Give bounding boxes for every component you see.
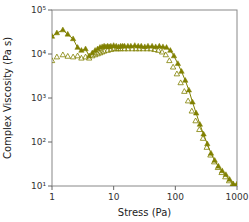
data-point	[174, 71, 179, 76]
data-point	[190, 99, 195, 104]
data-point	[185, 98, 190, 103]
data-point	[212, 159, 217, 164]
y-tick	[48, 98, 52, 99]
data-point	[83, 46, 88, 51]
data-point	[230, 181, 235, 186]
y-tick	[48, 54, 52, 55]
data-point	[208, 152, 213, 157]
data-point	[164, 45, 169, 50]
y-tick	[48, 186, 52, 187]
y-axis-label: Complex Viscosity (Pa s)	[2, 37, 13, 159]
y-tick-label: 10²	[31, 137, 46, 147]
data-point	[156, 48, 161, 53]
data-point	[219, 170, 224, 175]
data-point	[223, 174, 228, 179]
data-point	[54, 54, 59, 59]
x-tick	[52, 186, 53, 190]
data-point	[54, 30, 59, 35]
data-point	[60, 27, 65, 32]
data-point	[178, 80, 183, 85]
series-line	[52, 30, 237, 184]
plot-area	[52, 27, 237, 186]
data-point	[168, 48, 173, 53]
y-tick-label: 10⁵	[31, 5, 46, 15]
data-point	[60, 52, 65, 57]
data-point	[179, 69, 184, 74]
data-point	[197, 127, 202, 132]
x-tick-label: 10	[108, 192, 120, 202]
chart: 1 10 100 1000 10¹ 10² 10³ 10⁴ 10⁵ Stress (Pa) Comp…	[0, 0, 249, 222]
y-tick-label: 10¹	[31, 181, 46, 191]
data-point	[175, 61, 180, 66]
y-tick	[48, 10, 52, 11]
data-point	[201, 131, 206, 136]
data-point	[75, 45, 80, 50]
y-tick	[48, 142, 52, 143]
plot-frame	[52, 10, 237, 186]
data-point	[167, 58, 172, 63]
x-tick-label: 100	[167, 192, 184, 202]
y-tick-label: 10³	[31, 93, 46, 103]
data-point	[193, 118, 198, 123]
data-point	[65, 53, 70, 58]
data-point	[182, 89, 187, 94]
x-tick	[113, 186, 114, 190]
data-point	[189, 108, 194, 113]
data-point	[204, 144, 209, 149]
data-point	[65, 31, 70, 36]
data-point	[170, 64, 175, 69]
data-point	[171, 53, 176, 58]
x-tick-label: 1	[49, 192, 55, 202]
y-tick-label: 10⁴	[31, 49, 46, 59]
x-tick-label: 1000	[226, 192, 249, 202]
data-point	[159, 49, 164, 54]
x-tick	[175, 186, 176, 190]
data-point	[215, 165, 220, 170]
data-point	[70, 36, 75, 41]
x-tick	[237, 186, 238, 190]
data-point	[183, 77, 188, 82]
data-point	[226, 178, 231, 183]
x-axis-label: Stress (Pa)	[118, 207, 172, 218]
data-point	[234, 183, 237, 186]
data-point	[75, 53, 80, 58]
data-point	[163, 52, 168, 57]
data-point	[186, 87, 191, 92]
data-point	[200, 136, 205, 141]
